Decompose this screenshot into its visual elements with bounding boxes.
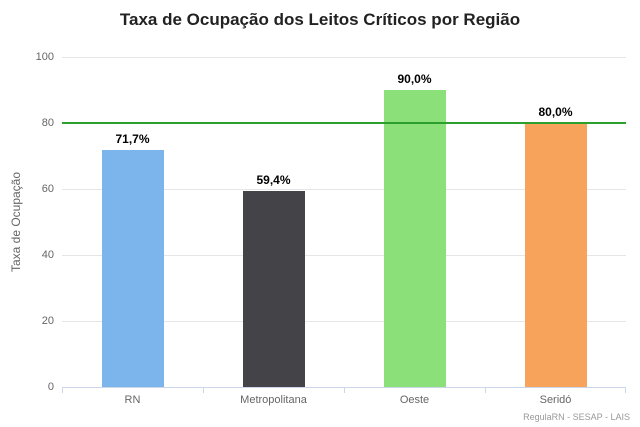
- plot-area: 0 20 40 60 80 100 71,7% RN 59,4% Metropolitana 90,…: [36, 51, 626, 406]
- bar-value-label: 90,0%: [397, 72, 432, 86]
- x-category-label: RN: [124, 394, 141, 406]
- x-category-label: Seridó: [539, 394, 572, 406]
- bar-metropolitana[interactable]: [243, 191, 305, 387]
- gridline: [62, 321, 626, 322]
- threshold-line: [62, 122, 626, 124]
- bar-value-label: 59,4%: [256, 172, 291, 187]
- x-category-label: Metropolitana: [240, 394, 307, 406]
- chart-title: Taxa de Ocupação dos Leitos Críticos por…: [119, 10, 521, 29]
- y-tick-label: 60: [41, 183, 54, 195]
- x-axis-tick: [62, 387, 63, 393]
- y-tick-label: 20: [41, 315, 54, 327]
- x-axis-tick: [344, 387, 345, 393]
- bar-value-label: 80,0%: [538, 105, 573, 119]
- x-axis-tick: [625, 387, 626, 393]
- x-axis-tick: [485, 387, 486, 393]
- gridline: [62, 189, 626, 190]
- gridline: [62, 255, 626, 256]
- y-tick-label: 40: [41, 249, 54, 261]
- gridline: [62, 57, 626, 58]
- credits: RegulaRN - SESAP - LAIS: [523, 412, 630, 422]
- y-tick-label: 0: [47, 381, 54, 393]
- x-category-label: Oeste: [399, 394, 430, 406]
- bar-rn[interactable]: [102, 150, 164, 387]
- bar-value-label: 71,7%: [115, 132, 150, 147]
- y-axis-title: Taxa de Ocupação: [9, 171, 23, 273]
- y-tick-label: 100: [35, 51, 54, 63]
- x-axis-tick: [203, 387, 204, 393]
- bar-oeste[interactable]: [384, 90, 446, 387]
- y-tick-label: 80: [41, 117, 54, 129]
- bar-seridó[interactable]: [525, 123, 587, 387]
